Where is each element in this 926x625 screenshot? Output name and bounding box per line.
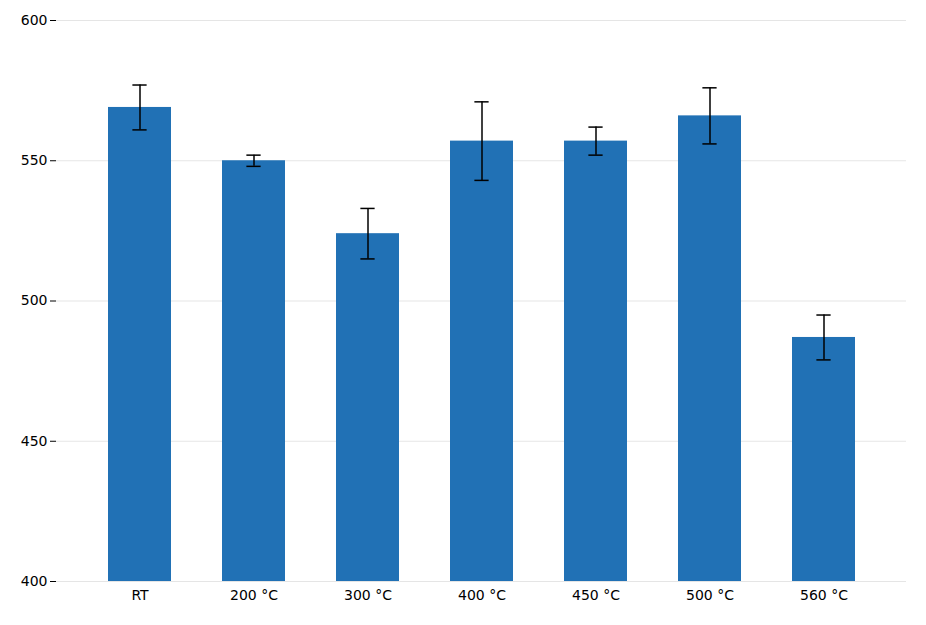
svg-text:300 °C: 300 °C bbox=[344, 587, 392, 603]
svg-text:560 °C: 560 °C bbox=[800, 587, 848, 603]
svg-text:550: 550 bbox=[21, 152, 48, 168]
svg-text:450: 450 bbox=[21, 433, 48, 449]
svg-text:RT: RT bbox=[131, 587, 149, 603]
svg-text:500: 500 bbox=[21, 292, 48, 308]
svg-text:200 °C: 200 °C bbox=[230, 587, 278, 603]
svg-text:400 °C: 400 °C bbox=[458, 587, 506, 603]
svg-text:600: 600 bbox=[21, 12, 48, 28]
svg-text:500 °C: 500 °C bbox=[686, 587, 734, 603]
svg-text:400: 400 bbox=[21, 573, 48, 589]
svg-text:450 °C: 450 °C bbox=[572, 587, 620, 603]
